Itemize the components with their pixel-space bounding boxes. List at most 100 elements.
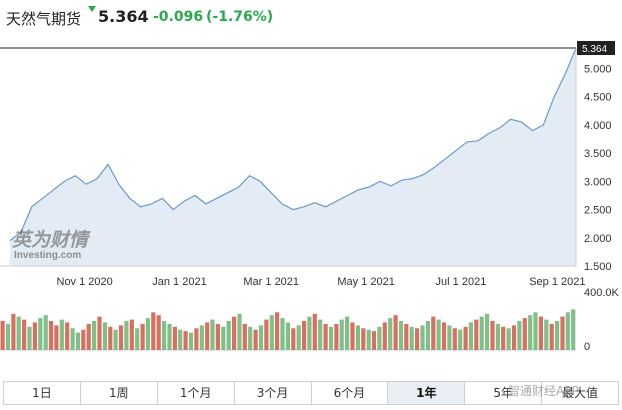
x-axis: Nov 1 2020 Jan 1 2021 Mar 1 2021 May 1 2021… <box>57 276 586 288</box>
volume-bar <box>280 318 285 350</box>
volume-bar <box>118 325 124 350</box>
volume-bar <box>463 326 468 350</box>
range-tab-4[interactable]: 6个月 <box>312 382 389 404</box>
volume-bar <box>205 322 210 350</box>
volume-bar <box>425 321 430 350</box>
volume-bar <box>11 313 16 351</box>
price-area-fill <box>10 48 576 266</box>
volume-bar <box>32 322 37 350</box>
range-tab-0[interactable]: 1日 <box>4 382 81 404</box>
volume-bar <box>339 319 344 351</box>
volume-bar <box>528 315 533 350</box>
volume-bar <box>183 331 188 350</box>
volume-bar <box>468 322 473 350</box>
last-price-badge-text: 5.364 <box>582 44 607 55</box>
volume-bar <box>285 322 290 350</box>
last-price: 5.364 <box>98 7 149 26</box>
range-tab-1[interactable]: 1周 <box>81 382 158 404</box>
volume-bar <box>65 322 70 350</box>
watermark-cn: 英为财情 <box>12 229 91 251</box>
volume-bar <box>129 319 134 351</box>
volume-bar <box>377 326 382 350</box>
volume-bar <box>393 315 398 350</box>
price-series-line <box>9 47 577 242</box>
volume-bar <box>242 323 247 350</box>
volume-bar <box>145 318 150 350</box>
volume-axis-max: 400.0K <box>584 287 620 299</box>
down-arrow-icon <box>88 6 96 12</box>
volume-bar <box>458 329 463 350</box>
area-layer <box>0 47 577 267</box>
volume-bar <box>571 309 576 350</box>
volume-bar <box>162 321 167 350</box>
investing-watermark: 英为财情 Investing.com <box>12 229 91 261</box>
volume-bar <box>506 328 511 351</box>
volume-bar <box>172 326 177 350</box>
volume-bar <box>237 313 242 351</box>
range-tab-6[interactable]: 5年 <box>465 382 543 404</box>
volume-bar <box>92 321 97 350</box>
volume-bar <box>43 315 48 350</box>
y-tick-label: 4.500 <box>584 92 612 104</box>
x-tick-label: Mar 1 2021 <box>243 276 299 288</box>
volume-bar <box>538 316 543 350</box>
volume-bar <box>54 325 59 350</box>
volume-bar <box>355 325 360 350</box>
volume-bar <box>544 319 549 351</box>
volume-bar <box>312 313 317 351</box>
volume-bar <box>275 312 280 350</box>
volume-bar <box>215 323 220 350</box>
y-tick-label: 2.500 <box>584 205 612 217</box>
watermark-en: Investing.com <box>14 250 81 261</box>
volume-bar <box>436 319 441 351</box>
volume-bar <box>501 326 506 350</box>
y-tick-label: 5.000 <box>584 64 612 76</box>
x-tick-label: Jan 1 2021 <box>152 276 206 288</box>
volume-bar <box>27 326 32 350</box>
volume-bar <box>511 325 517 350</box>
volume-bar <box>549 323 554 350</box>
volume-bar <box>398 321 404 350</box>
volume-bar <box>102 322 107 350</box>
volume-bar <box>350 322 355 350</box>
volume-bar <box>441 322 447 350</box>
volume-bar <box>199 325 204 350</box>
instrument-title: 天然气期货 <box>6 10 82 28</box>
volume-bar <box>269 315 274 350</box>
volume-bar <box>226 321 231 350</box>
volume-bar <box>38 318 43 350</box>
price-change-percent: (-1.76%) <box>206 9 274 25</box>
range-tab-7[interactable]: 最大值 <box>562 386 599 400</box>
volume-bar <box>361 328 366 351</box>
volume-bar <box>97 316 102 350</box>
range-tab-3[interactable]: 3个月 <box>235 382 312 404</box>
last-price-badge-bg <box>577 41 615 55</box>
x-tick-label: Nov 1 2020 <box>57 276 113 288</box>
volume-bar <box>318 319 323 351</box>
range-tab-5[interactable]: 1年 <box>388 382 466 404</box>
volume-bar <box>258 325 264 350</box>
volume-bar <box>48 321 54 350</box>
volume-bar <box>522 318 527 350</box>
volume-bar <box>555 321 560 350</box>
price-chart[interactable]: 1.500 2.000 2.500 3.000 3.500 4.000 4.500 5.000… <box>0 34 622 354</box>
volume-bar <box>490 321 495 350</box>
range-tab-2[interactable]: 1个月 <box>158 382 235 404</box>
volume-bar <box>415 328 420 351</box>
y-tick-label: 4.000 <box>584 120 612 132</box>
volume-bar <box>447 325 452 350</box>
volume-bar <box>345 316 350 350</box>
range-tabs: 1日 1周 1个月 3个月 6个月 1年 5年 最大值 <box>3 381 619 405</box>
x-tick-label: Jul 1 2021 <box>436 276 487 288</box>
app-watermark: 智通财经APP <box>508 384 579 398</box>
volume-bar <box>232 316 237 350</box>
volume-bar <box>452 328 457 351</box>
price-change: -0.096 <box>153 9 204 25</box>
volume-bar <box>495 323 500 350</box>
volume-bar <box>221 326 226 350</box>
volume-bar <box>178 329 183 350</box>
volume-axis: 400.0K 0 <box>584 287 620 353</box>
volume-bar <box>124 321 129 350</box>
volume-bar <box>167 323 172 350</box>
volume-bar <box>5 323 11 350</box>
